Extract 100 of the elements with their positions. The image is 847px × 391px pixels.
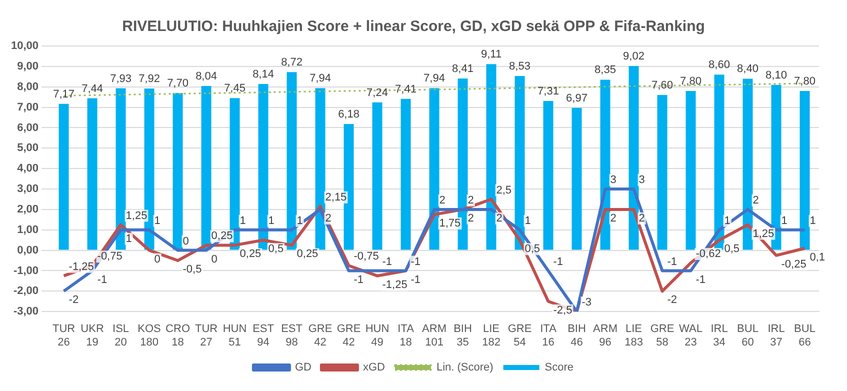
x-tick-label: CRO 18 [166,323,190,348]
data-label: 0 [182,235,189,248]
data-label: 8,35 [594,64,616,76]
data-label: 0 [211,253,218,266]
data-label: -1 [382,256,392,268]
x-tick-label: BUL 66 [794,323,816,348]
x-tick-label: GRE 42 [308,323,332,348]
data-label: 7,93 [110,72,132,85]
data-label: 1 [126,232,132,245]
bar [286,72,297,250]
data-label: -2 [667,294,678,306]
data-label: 2 [752,194,759,206]
data-label: 2 [638,212,645,224]
y-tick-label: 3,00 [17,183,39,196]
data-label: 1 [810,214,816,227]
y-tick-label: 2,00 [17,203,39,216]
data-label: -0,75 [97,250,122,263]
legend-label: Score [544,362,574,374]
data-label: 8,40 [737,63,758,76]
x-tick-label: TUR 26 [52,323,76,348]
data-label: -2 [68,294,79,306]
data-label: 0,25 [240,248,262,260]
bar [800,90,810,250]
data-label: 8,10 [766,69,787,82]
bar [742,78,753,250]
data-label: 1 [268,214,274,227]
data-label: 3 [610,174,616,186]
y-tick-label: 6,00 [17,122,39,134]
data-label: -1,25 [68,260,94,273]
data-label: 6,97 [566,92,588,104]
bar [657,95,668,250]
data-label: 7,17 [53,88,74,100]
data-label: -1 [553,256,564,268]
x-tick-label: BIH 46 [568,323,586,348]
legend-label: Lin. (Score) [436,362,494,374]
data-label: 7,92 [138,73,160,86]
x-tick-label: ISL 20 [112,323,130,348]
x-tick-label: IRL 37 [768,323,785,348]
data-label: 7,60 [652,80,673,92]
y-tick-label: 4,00 [17,162,39,175]
data-label: -1 [667,256,678,268]
y-tick-label: -1,00 [13,264,39,277]
bar [572,108,582,250]
x-tick-label: ARM 96 [593,323,618,348]
y-tick-label: 5,00 [17,142,39,154]
data-label: 1 [524,214,531,227]
x-tick-label: KOS 180 [138,323,161,348]
data-label: -2,5 [553,304,572,316]
data-label: 7,24 [366,86,388,99]
x-tick-label: LIE 182 [482,323,500,348]
data-label: 7,45 [224,82,246,95]
y-tick-label: -3,00 [13,306,39,318]
x-tick-label: LIE 183 [624,323,643,348]
data-label: 1 [240,214,246,227]
data-label: 7,94 [424,72,445,85]
data-label: 2,15 [325,191,347,204]
data-label: 7,70 [167,78,188,90]
data-label: 6,18 [338,108,360,121]
bar [58,104,69,250]
bar [87,98,98,250]
data-label: 8,53 [509,60,530,73]
data-label: 0,5 [268,243,284,256]
x-tick-label: BUL 60 [737,323,758,348]
data-label: 2 [439,194,446,206]
data-label: -1 [696,274,706,286]
data-label: 9,02 [623,50,644,63]
data-label: 0,25 [296,248,318,260]
data-label: 1,25 [752,228,774,240]
data-label: 3 [638,174,645,186]
x-tick-label: BIH 35 [454,323,472,348]
y-tick-label: 0,00 [17,244,39,256]
bar [486,64,496,250]
data-label: 9,11 [480,48,502,61]
data-label: -0,5 [182,264,202,276]
x-tick-label: HUN 51 [222,323,247,348]
data-label: 7,80 [794,75,816,88]
data-label: 8,60 [708,59,730,72]
x-tick-label: ITA 18 [398,323,415,348]
data-label: 2 [325,212,332,224]
data-label: 2 [496,212,502,224]
bar [686,90,696,250]
x-tick-label: EST 98 [281,323,303,348]
data-label: 7,94 [310,72,331,85]
y-tick-label: 10,00 [10,40,39,52]
data-label: 1 [724,214,730,227]
data-label: -1 [410,256,421,268]
data-label: 2 [468,212,474,224]
data-label: -0,25 [781,258,806,270]
data-label: 2 [468,194,474,206]
bar [543,100,554,250]
data-label: 1 [154,214,160,227]
data-label: 0 [154,253,160,266]
data-label: 7,31 [538,85,559,98]
data-label: 1,25 [126,210,148,222]
data-label: 8,04 [196,70,217,83]
bar [172,92,183,250]
data-label: 0,25 [211,230,233,242]
x-tick-label: IRL 34 [710,323,728,348]
data-label: 7,41 [395,83,416,96]
data-label: 1 [296,214,303,227]
